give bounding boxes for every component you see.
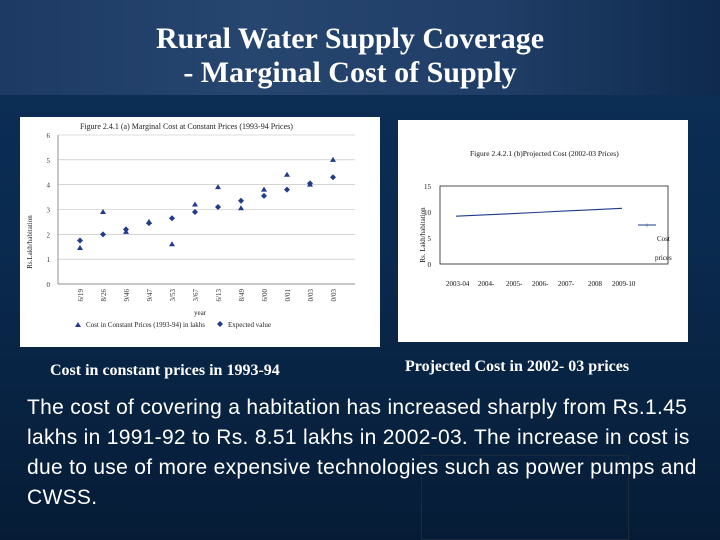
y-tick-label: 5 [428, 235, 432, 243]
cost-point [77, 244, 83, 250]
y-tick-label: 10 [424, 209, 432, 217]
x-tick-label: 3/67 [192, 289, 200, 302]
y-tick-label: 6 [47, 132, 51, 140]
expected-point [330, 174, 336, 181]
expected-point [215, 204, 221, 211]
cost-point [330, 156, 336, 162]
cost-point [284, 171, 290, 177]
chart-title: Figure 2.4.1 (a) Marginal Cost at Consta… [80, 122, 293, 131]
x-tick-label: 0/01 [284, 289, 292, 302]
marginal-cost-chart: Figure 2.4.1 (a) Marginal Cost at Consta… [20, 117, 380, 347]
expected-point [261, 192, 267, 199]
y-tick-label: 2 [47, 231, 51, 239]
expected-point [284, 186, 290, 193]
cost-point [215, 184, 221, 190]
y-tick-label: 5 [47, 157, 51, 165]
x-tick-label: 2003-04 [446, 280, 470, 288]
legend-label-prices: prices [655, 254, 672, 262]
title-band [0, 0, 720, 95]
cost-point [169, 241, 175, 247]
expected-point [238, 197, 244, 204]
x-tick-label: 9/47 [146, 289, 154, 302]
x-tick-label: 2005- [506, 280, 523, 288]
x-tick-labels: 6/19 8/26 9/46 9/47 3/53 3/67 6/13 8/49 6/00 0/01… [77, 289, 338, 302]
expected-point [100, 231, 106, 238]
expected-point [307, 180, 313, 187]
x-axis-label: year [194, 309, 207, 317]
cost-point [261, 186, 267, 192]
slide-title-line-2: - Marginal Cost of Supply [183, 56, 517, 89]
y-axis-label: Rs. Lakh/habitation [419, 207, 427, 263]
y-tick-label: 0 [47, 281, 51, 289]
x-tick-label: 2007- [558, 280, 575, 288]
x-tick-label: 2004- [478, 280, 495, 288]
y-tick-label: 0 [428, 261, 432, 269]
x-tick-label: 8/49 [238, 289, 246, 302]
x-tick-label: 2009-10 [612, 280, 636, 288]
y-tick-labels: 0 1 2 3 4 5 6 [47, 132, 51, 289]
y-tick-label: 4 [47, 182, 51, 190]
legend-marker-cost: + [645, 221, 650, 230]
x-tick-label: 8/26 [100, 289, 108, 302]
x-tick-label: 2006- [532, 280, 549, 288]
x-tick-label: 0/03 [307, 289, 315, 302]
cost-point [238, 205, 244, 211]
slide-title-line-1: Rural Water Supply Coverage [155, 22, 545, 55]
y-tick-label: 3 [47, 207, 51, 215]
legend-label-expected: Expected value [228, 321, 271, 329]
legend: + Cost prices [638, 221, 672, 262]
cost-series [77, 156, 336, 250]
x-tick-label: 6/00 [261, 289, 269, 302]
chart-title: Figure 2.4.2.1 (b)Projected Cost (2002-0… [470, 149, 619, 158]
y-tick-label: 15 [424, 183, 432, 191]
cost-point [100, 208, 106, 214]
legend-marker-expected [217, 321, 223, 327]
expected-point [192, 208, 198, 215]
cost-line [455, 207, 623, 217]
plot-frame [439, 185, 669, 265]
legend-marker-cost [75, 322, 81, 327]
cost-point [192, 201, 198, 207]
gridlines [58, 134, 355, 285]
caption-right: Projected Cost in 2002- 03 prices [405, 358, 630, 375]
projected-cost-chart: Figure 2.4.2.1 (b)Projected Cost (2002-0… [398, 120, 688, 342]
x-tick-label: 2008 [588, 280, 603, 288]
x-tick-label: 9/46 [123, 289, 131, 302]
expected-point [146, 220, 152, 227]
expected-point [123, 226, 129, 233]
y-tick-labels: 0 5 10 15 [424, 183, 432, 269]
expected-point [169, 215, 175, 222]
y-tick-label: 1 [47, 256, 51, 264]
expected-series [77, 174, 336, 244]
y-axis-label: Rs.Lakh/habitation [26, 215, 34, 269]
cost-series [455, 207, 623, 217]
x-tick-label: 6/19 [77, 289, 85, 302]
caption-left: Cost in constant prices in 1993-94 [50, 362, 280, 379]
legend-label-cost: Cost [657, 235, 670, 243]
body-paragraph: The cost of covering a habitation has in… [27, 396, 697, 509]
x-tick-label: 3/53 [169, 289, 177, 302]
legend: Cost in Constant Prices (1993-94) in lak… [75, 321, 271, 329]
expected-point [77, 237, 83, 244]
x-tick-label: 0/03 [330, 289, 338, 302]
x-tick-labels: 2003-04 2004- 2005- 2006- 2007- 2008 2009-10 [446, 280, 636, 288]
marginal-cost-chart-svg: Figure 2.4.1 (a) Marginal Cost at Consta… [26, 122, 355, 329]
x-tick-label: 6/13 [215, 289, 223, 302]
legend-label-cost: Cost in Constant Prices (1993-94) in lak… [86, 321, 205, 329]
projected-cost-chart-svg: Figure 2.4.2.1 (b)Projected Cost (2002-0… [419, 149, 672, 288]
